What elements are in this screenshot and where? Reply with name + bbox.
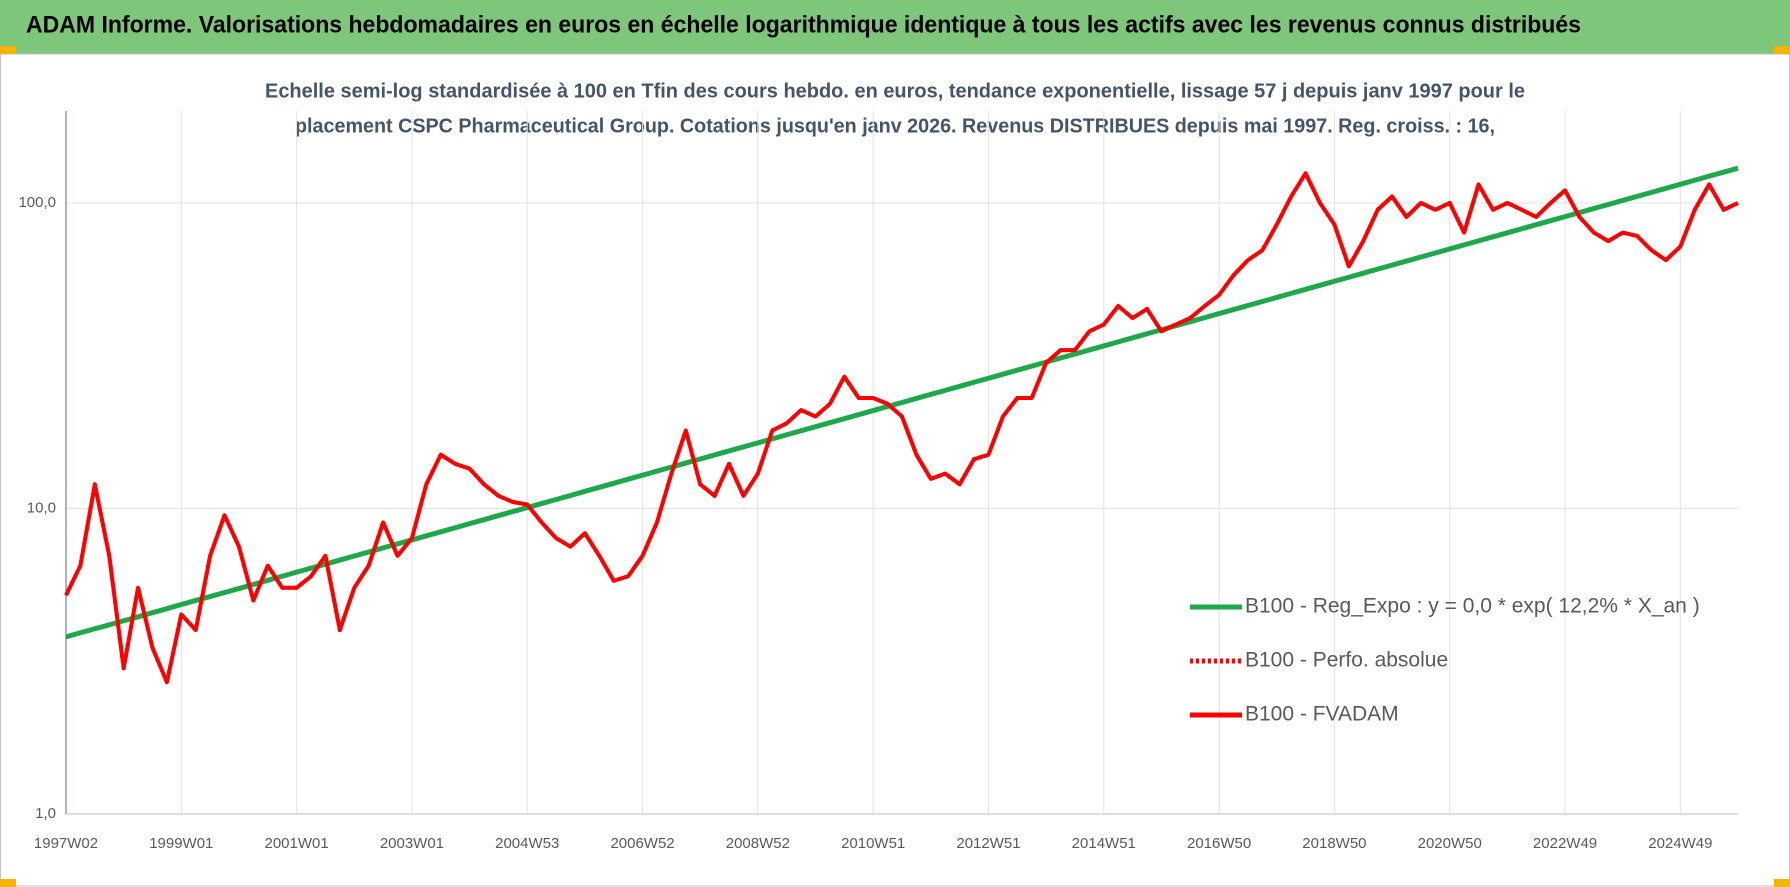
x-tick-label: 2010W51 bbox=[841, 835, 905, 852]
y-tick-label: 100,0 bbox=[18, 194, 56, 211]
series-line bbox=[65, 165, 1739, 640]
chart-subtitle: placement CSPC Pharmaceutical Group. Cot… bbox=[295, 115, 1495, 137]
x-tick-label: 2006W52 bbox=[610, 835, 674, 852]
legend-label: B100 - Reg_Expo : y = 0,0 * exp( 12,2% *… bbox=[1245, 595, 1700, 618]
x-tick-label: 2001W01 bbox=[265, 835, 329, 852]
x-tick-label: 1999W01 bbox=[149, 835, 213, 852]
corner bbox=[0, 879, 16, 887]
legend-label: B100 - Perfo. absolue bbox=[1245, 649, 1448, 672]
legend-label: B100 - FVADAM bbox=[1245, 703, 1399, 726]
series-line bbox=[64, 171, 1739, 685]
x-tick-label: 2012W51 bbox=[956, 835, 1020, 852]
corner bbox=[0, 46, 16, 54]
corner bbox=[1774, 46, 1790, 54]
x-tick-label: 2003W01 bbox=[380, 835, 444, 852]
chart-subtitle: Echelle semi-log standardisée à 100 en T… bbox=[265, 80, 1525, 102]
x-tick-label: 2024W49 bbox=[1648, 835, 1712, 852]
x-tick-label: 2018W50 bbox=[1302, 835, 1366, 852]
x-tick-label: 2022W49 bbox=[1533, 835, 1597, 852]
x-tick-label: 2014W51 bbox=[1072, 835, 1136, 852]
x-tick-label: 2020W50 bbox=[1418, 835, 1482, 852]
x-tick-label: 1997W02 bbox=[34, 835, 98, 852]
title-bar bbox=[0, 0, 1790, 54]
x-tick-label: 2008W52 bbox=[726, 835, 790, 852]
y-tick-label: 10,0 bbox=[27, 499, 56, 516]
y-tick-label: 1,0 bbox=[35, 805, 56, 822]
chart-frame bbox=[0, 53, 1790, 887]
x-tick-label: 2016W50 bbox=[1187, 835, 1251, 852]
corner bbox=[1774, 879, 1790, 887]
x-tick-label: 2004W53 bbox=[495, 835, 559, 852]
chart-title: ADAM Informe. Valorisations hebdomadaire… bbox=[26, 11, 1581, 38]
